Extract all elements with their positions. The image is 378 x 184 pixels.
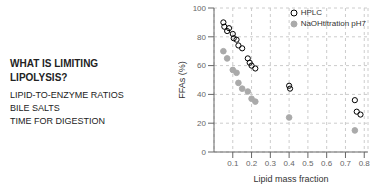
html-text:LIPOLYSIS?: LIPOLYSIS? bbox=[10, 72, 68, 83]
svg-text:0.2: 0.2 bbox=[246, 159, 258, 168]
svg-text:0.6: 0.6 bbox=[321, 159, 333, 168]
svg-text:0.3: 0.3 bbox=[265, 159, 277, 168]
html-text:NaOHtitration pH7: NaOHtitration pH7 bbox=[300, 19, 366, 28]
html-text:LIPID-TO-ENZYME RATIOS: LIPID-TO-ENZYME RATIOS bbox=[10, 90, 124, 100]
svg-text:FFAs (%): FFAs (%) bbox=[178, 61, 187, 99]
html-text:HPLC: HPLC bbox=[300, 8, 322, 17]
svg-text:0.7: 0.7 bbox=[340, 159, 352, 168]
svg-text:80: 80 bbox=[197, 33, 206, 42]
svg-text:0.5: 0.5 bbox=[302, 159, 314, 168]
svg-text:20: 20 bbox=[197, 119, 206, 128]
html-text:TIME FOR DIGESTION: TIME FOR DIGESTION bbox=[10, 116, 105, 126]
svg-text:40: 40 bbox=[197, 90, 206, 99]
svg-text:0: 0 bbox=[202, 148, 207, 157]
html-text:WHAT IS LIMITING: WHAT IS LIMITING bbox=[10, 58, 99, 69]
svg-text:0.1: 0.1 bbox=[227, 159, 239, 168]
html-text:BILE SALTS: BILE SALTS bbox=[10, 103, 60, 113]
svg-text:100: 100 bbox=[193, 4, 207, 13]
svg-text:60: 60 bbox=[197, 61, 206, 70]
svg-text:0.8: 0.8 bbox=[359, 159, 370, 168]
svg-text:Lipid mass fraction: Lipid mass fraction bbox=[253, 174, 328, 184]
svg-text:0.4: 0.4 bbox=[284, 159, 296, 168]
